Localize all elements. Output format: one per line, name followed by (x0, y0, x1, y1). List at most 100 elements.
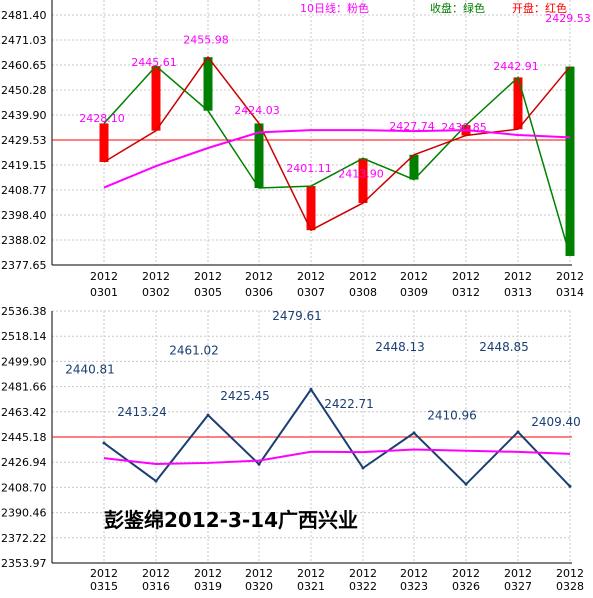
y-tick-label: 2398.40 (1, 209, 47, 222)
y-tick-label: 2481.66 (1, 381, 47, 394)
candle-up (306, 186, 316, 231)
x-tick-year: 2012 (452, 567, 480, 580)
y-tick-label: 2426.94 (1, 456, 47, 469)
open-line (103, 55, 571, 232)
series-point (568, 484, 572, 488)
point-value-label: 2448.85 (479, 340, 529, 354)
x-tick-year: 2012 (400, 567, 428, 580)
legend-item: 收盘：绿色 (430, 1, 485, 15)
y-tick-label: 2439.90 (1, 109, 47, 122)
x-tick-year: 2012 (194, 567, 222, 580)
x-tick-year: 2012 (349, 567, 377, 580)
x-tick-date: 0312 (452, 286, 480, 299)
y-tick-label: 2390.46 (1, 507, 47, 520)
candle-up (151, 66, 161, 131)
x-tick-date: 0319 (194, 580, 222, 593)
x-tick-year: 2012 (349, 270, 377, 283)
x-tick-year: 2012 (245, 270, 273, 283)
x-tick-date: 0328 (556, 580, 584, 593)
x-tick-year: 2012 (504, 270, 532, 283)
candle-value-label: 2430.85 (441, 121, 487, 134)
candle-down (203, 57, 213, 111)
y-tick-label: 2419.15 (1, 159, 47, 172)
ma-line (103, 448, 571, 466)
candle-value-label: 2429.53 (545, 12, 591, 25)
candle-value-label: 2455.98 (183, 34, 229, 47)
y-tick-label: 2481.40 (1, 9, 47, 22)
candle-down (409, 154, 419, 180)
x-tick-date: 0302 (142, 286, 170, 299)
x-tick-year: 2012 (297, 270, 325, 283)
series-line (103, 387, 571, 488)
annotation-text: 彭鉴绵2012-3-14广西兴业 (104, 508, 358, 532)
x-tick-year: 2012 (194, 270, 222, 283)
x-tick-year: 2012 (452, 270, 480, 283)
x-tick-year: 2012 (556, 567, 584, 580)
y-tick-label: 2429.53 (1, 134, 47, 147)
y-tick-label: 2471.03 (1, 34, 47, 47)
y-tick-label: 2408.77 (1, 184, 47, 197)
y-tick-label: 2450.28 (1, 84, 47, 97)
series-point (206, 413, 210, 417)
point-value-label: 2410.96 (427, 408, 477, 422)
point-value-label: 2440.81 (65, 363, 115, 377)
candle-value-label: 2442.91 (493, 60, 539, 73)
candle-value-label: 2445.61 (131, 56, 177, 69)
y-tick-label: 2353.97 (1, 557, 47, 570)
series-point (102, 441, 106, 445)
close-line (103, 65, 571, 257)
x-tick-year: 2012 (142, 567, 170, 580)
legend-item: 10日线：粉色 (300, 1, 369, 15)
y-tick-label: 2408.70 (1, 481, 47, 494)
x-tick-date: 0307 (297, 286, 325, 299)
x-tick-date: 0306 (245, 286, 273, 299)
point-value-label: 2448.13 (375, 340, 425, 354)
candle-value-label: 2428.10 (79, 112, 125, 125)
x-tick-year: 2012 (504, 567, 532, 580)
series-point (412, 431, 416, 435)
ma10-line (103, 129, 571, 189)
point-value-label: 2425.45 (220, 389, 270, 403)
y-tick-label: 2463.42 (1, 406, 47, 419)
y-tick-label: 2499.90 (1, 355, 47, 368)
x-tick-date: 0305 (194, 286, 222, 299)
series-point (361, 466, 365, 470)
point-value-label: 2413.24 (117, 405, 167, 419)
x-tick-year: 2012 (556, 270, 584, 283)
series-point (464, 482, 468, 486)
x-tick-date: 0313 (504, 286, 532, 299)
x-tick-date: 0320 (245, 580, 273, 593)
x-tick-date: 0301 (90, 286, 118, 299)
point-value-label: 2409.40 (531, 415, 581, 429)
candle-value-label: 2427.74 (389, 120, 435, 133)
x-tick-date: 0316 (142, 580, 170, 593)
candle-down (565, 66, 575, 256)
x-tick-date: 0322 (349, 580, 377, 593)
candle-down (254, 123, 264, 189)
x-tick-year: 2012 (90, 567, 118, 580)
candle-value-label: 2413.90 (338, 168, 384, 181)
x-tick-year: 2012 (90, 270, 118, 283)
candle-up (99, 123, 109, 162)
point-value-label: 2461.02 (169, 343, 219, 357)
x-tick-date: 0309 (400, 286, 428, 299)
series-point (516, 430, 520, 434)
x-tick-year: 2012 (245, 567, 273, 580)
candle-up (513, 77, 523, 130)
x-tick-date: 0315 (90, 580, 118, 593)
series-point (309, 387, 313, 391)
x-tick-year: 2012 (400, 270, 428, 283)
x-tick-year: 2012 (142, 270, 170, 283)
point-value-label: 2479.61 (272, 309, 322, 323)
x-tick-year: 2012 (297, 567, 325, 580)
y-tick-label: 2388.02 (1, 234, 47, 247)
y-tick-label: 2372.22 (1, 532, 47, 545)
series-point (257, 462, 261, 466)
x-tick-date: 0308 (349, 286, 377, 299)
candle-value-label: 2401.11 (286, 162, 332, 175)
y-tick-label: 2445.18 (1, 431, 47, 444)
x-tick-date: 0327 (504, 580, 532, 593)
x-tick-date: 0314 (556, 286, 584, 299)
